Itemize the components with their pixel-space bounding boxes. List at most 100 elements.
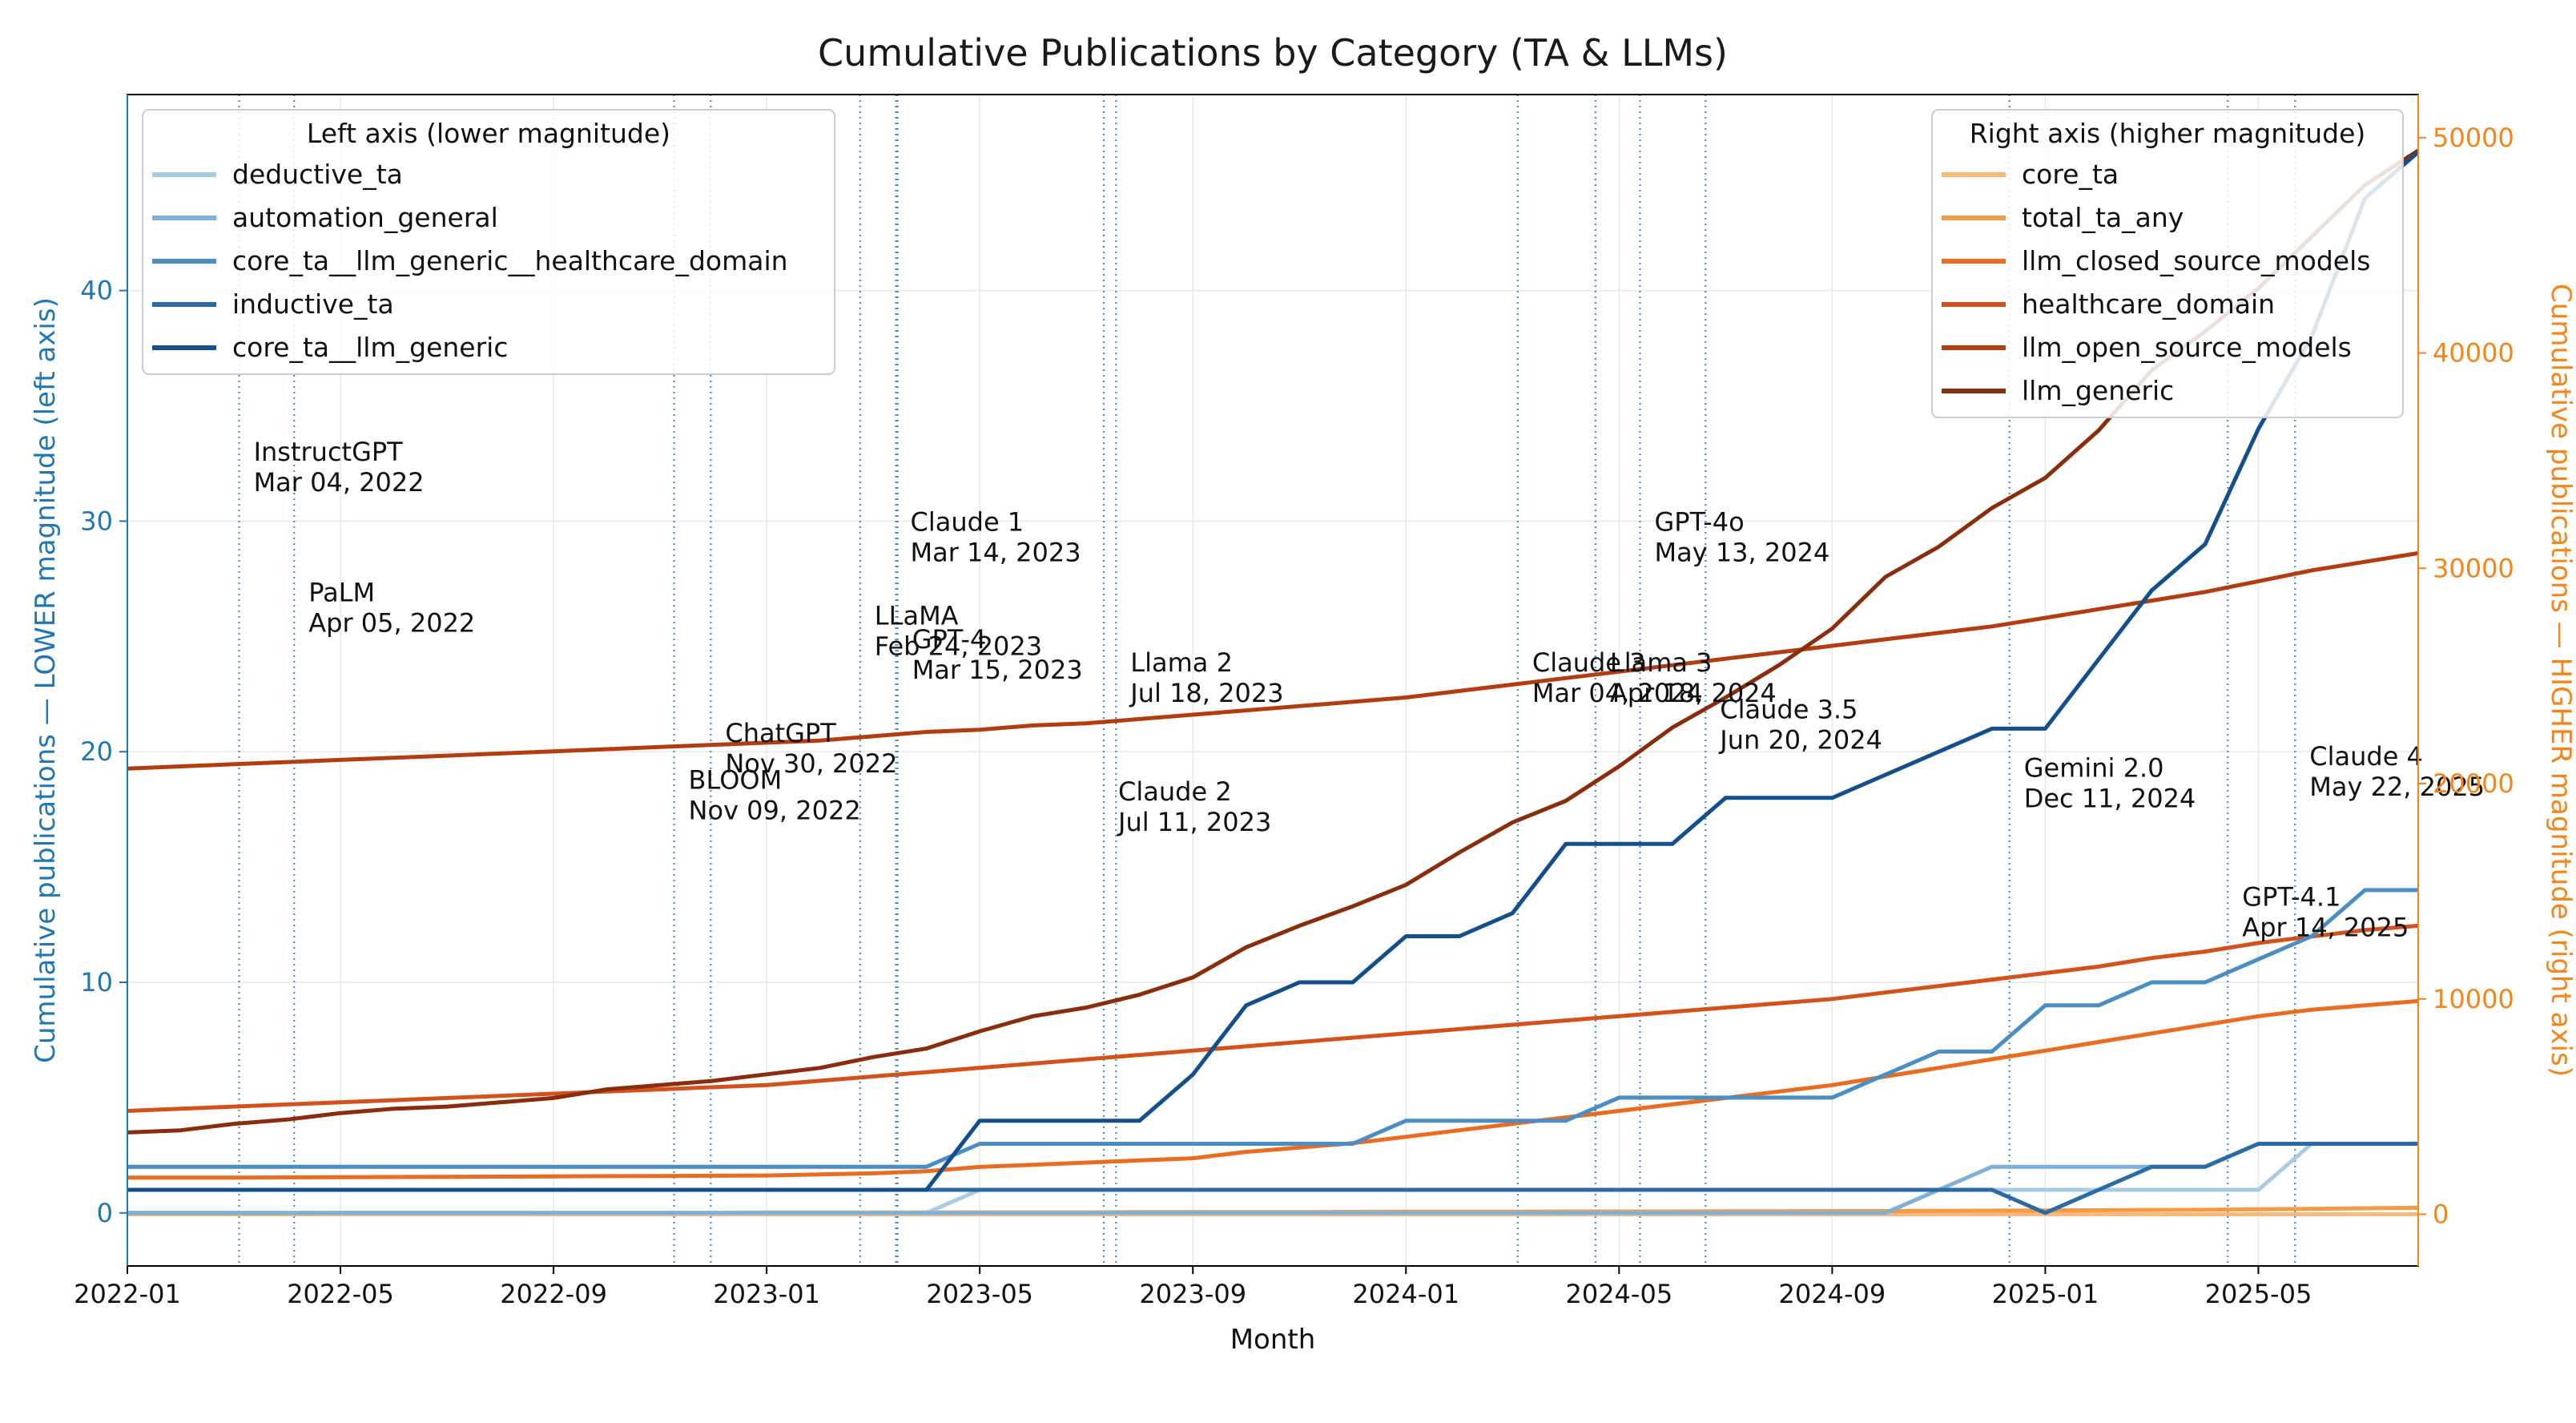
legend-label-llm_generic: llm_generic (2022, 375, 2174, 406)
legend-label-automation_general: automation_general (232, 202, 498, 233)
x-tick-label: 2022-09 (500, 1279, 607, 1309)
x-tick-label: 2022-01 (74, 1279, 181, 1309)
event-date: Jul 18, 2023 (1129, 678, 1283, 708)
legend-left-title: Left axis (lower magnitude) (307, 118, 670, 149)
left-tick-label: 20 (80, 736, 113, 767)
legend-label-healthcare_domain: healthcare_domain (2022, 288, 2275, 320)
series-line-llm_open_source_models (127, 550, 2419, 771)
legend-left: Left axis (lower magnitude) deductive_ta… (142, 109, 835, 375)
series-lines (127, 148, 2420, 1216)
series-line-llm_generic (127, 148, 2420, 1135)
event-date: Jul 11, 2023 (1117, 807, 1271, 837)
series-line-automation_general (127, 1142, 2418, 1215)
event-date: Dec 11, 2024 (2024, 784, 2196, 814)
event-name: GPT-4o (1654, 507, 1744, 538)
event-date: Jun 20, 2024 (1718, 725, 1882, 756)
x-tick-label: 2023-09 (1139, 1279, 1246, 1309)
x-tick-label: 2024-01 (1352, 1279, 1459, 1309)
left-tick-label: 0 (97, 1198, 113, 1228)
legend-right-box (1931, 109, 2404, 418)
legend-label-inductive_ta: inductive_ta (232, 288, 394, 320)
legend-label-llm_closed_source_models: llm_closed_source_models (2022, 245, 2370, 276)
event-name: Claude 3.5 (1720, 695, 1858, 725)
event-name: Claude 1 (911, 507, 1024, 538)
event-name: Gemini 2.0 (2024, 753, 2164, 784)
left-tick-label: 10 (80, 967, 113, 998)
x-tick-label: 2022-05 (287, 1279, 394, 1309)
axis-ticks: 2022-01 2022-05 2022-09 2023-01 2023-05 2023-… (74, 123, 2514, 1309)
event-date: May 13, 2024 (1654, 538, 1829, 568)
right-tick-label: 50000 (2433, 123, 2514, 153)
event-date: Nov 30, 2022 (725, 748, 897, 779)
event-name: InstructGPT (254, 437, 404, 467)
event-lines (238, 95, 2296, 1266)
event-name: Llama 2 (1130, 647, 1233, 678)
event-date: May 22, 2025 (2309, 772, 2485, 802)
legend-label-core_ta__llm_generic: core_ta__llm_generic (232, 332, 508, 363)
series-line-core_ta__llm_generic__healthcare_domain (127, 888, 2418, 1169)
event-date: Feb 24, 2023 (875, 631, 1042, 662)
event-name: Claude 2 (1118, 776, 1232, 807)
event-date: Apr 18, 2024 (1610, 678, 1777, 708)
event-name: GPT-4.1 (2242, 882, 2341, 913)
event-name: Claude 3 (1532, 647, 1646, 678)
event-date: Mar 04, 2024 (1532, 678, 1703, 708)
event-date: Apr 05, 2022 (308, 607, 475, 638)
event-name: GPT-4 (912, 624, 987, 655)
legend-label-total_ta_any: total_ta_any (2022, 202, 2184, 233)
legend-label-deductive_ta: deductive_ta (232, 159, 403, 190)
event-name: BLOOM (689, 764, 783, 795)
x-tick-label: 2024-05 (1565, 1279, 1672, 1309)
legend-label-core_ta: core_ta (2022, 159, 2119, 190)
x-axis-label: Month (1230, 1324, 1316, 1356)
legend-left-box (142, 109, 835, 375)
right-tick-label: 0 (2433, 1199, 2449, 1230)
right-tick-label: 40000 (2433, 338, 2514, 369)
legend-right-title: Right axis (higher magnitude) (1970, 118, 2366, 149)
series-line-core_ta__llm_generic (127, 151, 2420, 1192)
event-name: LLaMA (875, 601, 959, 631)
event-date: Mar 04, 2022 (254, 467, 425, 498)
x-tick-label: 2024-09 (1779, 1279, 1886, 1309)
event-date: Mar 15, 2023 (912, 655, 1083, 685)
event-date: Mar 14, 2023 (911, 538, 1081, 568)
series-line-llm_closed_source_models (127, 998, 2419, 1180)
left-tick-label: 30 (80, 506, 113, 536)
event-name: Claude 4 (2309, 741, 2423, 772)
event-name: PaLM (308, 577, 375, 607)
left-tick-label: 40 (80, 276, 113, 306)
legend-label-core_ta__llm_generic__healthcare_domain: core_ta__llm_generic__healthcare_domain (232, 245, 788, 276)
event-name: Llama 3 (1610, 647, 1713, 678)
chart-title: Cumulative Publications by Category (TA … (818, 31, 1728, 75)
x-tick-label: 2025-05 (2205, 1279, 2312, 1309)
legend-label-llm_open_source_models: llm_open_source_models (2022, 332, 2352, 363)
right-tick-label: 30000 (2433, 553, 2514, 583)
x-tick-label: 2023-01 (713, 1279, 820, 1309)
event-date: Apr 14, 2025 (2242, 913, 2409, 943)
legend-right: Right axis (higher magnitude) core_tatot… (1931, 109, 2404, 418)
right-tick-label: 20000 (2433, 768, 2514, 799)
event-date: Nov 09, 2022 (689, 795, 861, 825)
right-axis-label: Cumulative publications — HIGHER magnitu… (2545, 284, 2576, 1077)
x-tick-label: 2025-01 (1992, 1279, 2099, 1309)
event-name: ChatGPT (725, 718, 836, 748)
right-tick-label: 10000 (2433, 984, 2514, 1014)
